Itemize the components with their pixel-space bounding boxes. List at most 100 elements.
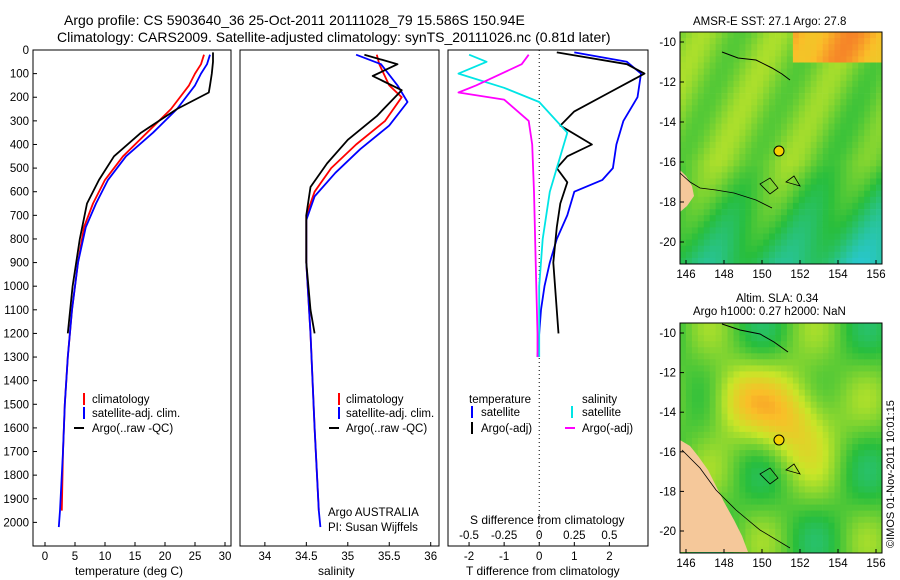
legend-argo: Argo(..raw -QC) [92,423,173,435]
field-cell [763,401,770,409]
map-y-tick-label: -20 [659,526,676,538]
field-cell [864,68,871,76]
field-cell [751,209,758,216]
field-cell [703,190,711,198]
field-cell [804,56,812,63]
field-cell [822,105,829,112]
field-cell [709,141,716,149]
field-cell [691,68,699,76]
field-cell [709,353,716,360]
field-cell [691,221,699,228]
field-cell [864,438,871,445]
field-cell [721,221,728,228]
field-cell [781,413,788,421]
field-cell [697,401,705,409]
field-cell [691,329,699,336]
field-cell [781,353,788,360]
field-cell [846,377,853,384]
field-cell [751,468,758,475]
field-cell [816,389,823,397]
field-cell [721,341,728,348]
field-cell [864,221,871,228]
field-cell [828,425,835,433]
field-cell [721,196,728,204]
field-cell [876,148,883,155]
field-cell [864,431,871,439]
field-cell [709,365,716,372]
field-cell [733,504,740,512]
field-cell [828,117,835,124]
field-cell [846,62,853,69]
field-cell [739,251,746,259]
field-cell [870,462,877,469]
field-cell [697,359,705,366]
field-cell [834,80,841,88]
title-line-2: Climatology: CARS2009. Satellite-adjuste… [57,29,611,45]
field-cell [781,510,788,518]
field-cell [798,32,806,39]
field-cell [840,93,847,100]
field-cell [703,251,711,259]
field-cell [840,377,847,384]
field-cell [816,233,823,240]
field-cell [828,190,835,198]
field-cell [858,190,865,198]
field-cell [846,239,853,247]
field-cell [691,371,699,378]
field-cell [828,129,835,137]
field-cell [751,105,758,112]
field-cell [727,239,734,247]
field-cell [745,74,752,82]
field-cell [804,450,812,457]
field-cell [786,546,794,554]
field-cell [763,239,770,247]
field-cell [769,522,776,530]
field-cell [775,425,782,433]
field-cell [870,93,877,100]
field-cell [721,425,728,433]
field-cell [858,540,865,548]
field-cell [703,32,711,39]
field-cell [870,227,877,234]
field-cell [775,492,782,499]
field-cell [798,160,806,167]
field-cell [775,245,782,253]
field-cell [864,239,871,247]
field-cell [858,401,865,409]
field-cell [751,401,758,409]
field-cell [810,209,817,216]
field-cell [852,111,859,118]
field-cell [876,111,883,118]
field-cell [852,209,859,216]
field-cell [757,135,764,143]
field-cell [870,444,877,451]
field-cell [810,407,817,415]
field-cell [775,257,782,265]
field-cell [876,419,883,427]
field-cell [763,347,770,354]
field-cell [745,111,752,118]
field-cell [721,32,728,39]
sst-map-ticks: 146 148 150 152 154 156-10-12-14-16-18-20 [659,37,885,281]
field-cell [840,323,847,330]
field-cell [816,528,823,536]
field-cell [691,32,699,39]
field-cell [816,492,823,499]
field-cell [804,419,812,427]
field-cell [840,251,847,259]
field-cell [775,407,782,415]
field-cell [846,456,853,463]
field-cell [834,184,841,192]
field-cell [757,546,764,554]
field-cell [846,160,853,167]
field-cell [798,323,806,330]
field-cell [876,245,883,253]
field-cell [715,245,722,253]
field-cell [680,148,687,155]
field-cell [858,395,865,403]
field-cell [810,468,817,475]
field-cell [810,148,817,155]
field-cell [697,335,705,342]
field-cell [733,383,740,390]
field-cell [798,74,806,82]
